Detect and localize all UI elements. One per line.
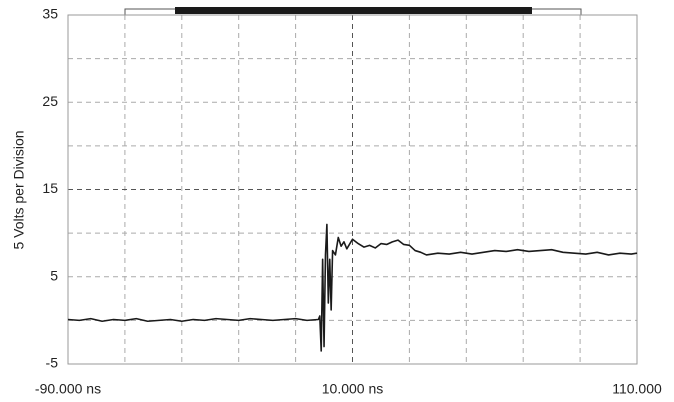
x-tick-label: 110.000: [612, 381, 662, 397]
y-tick-label: 35: [42, 6, 58, 22]
x-tick-label: 10.000 ns: [322, 381, 384, 397]
y-tick-label: -5: [46, 355, 59, 371]
y-axis-label: 5 Volts per Division: [11, 130, 27, 249]
range-indicator: [175, 7, 532, 14]
y-tick-label: 15: [42, 180, 58, 196]
signal-line: [67, 223, 638, 352]
x-tick-label: -90.000 ns: [35, 381, 101, 397]
y-tick-label: 5: [50, 267, 58, 283]
plot-border: [67, 14, 638, 365]
y-tick-label: 25: [42, 93, 58, 109]
